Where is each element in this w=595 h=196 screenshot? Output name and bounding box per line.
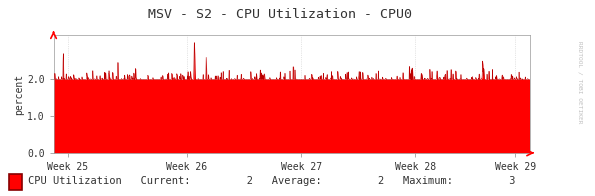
Text: MSV - S2 - CPU Utilization - CPU0: MSV - S2 - CPU Utilization - CPU0 bbox=[148, 8, 412, 21]
Text: CPU Utilization   Current:         2   Average:         2   Maximum:         3: CPU Utilization Current: 2 Average: 2 Ma… bbox=[28, 176, 515, 186]
Bar bbox=[9, 174, 21, 190]
Y-axis label: percent: percent bbox=[14, 74, 24, 115]
Text: RRDTOOL / TOBI OETIKER: RRDTOOL / TOBI OETIKER bbox=[578, 41, 583, 123]
